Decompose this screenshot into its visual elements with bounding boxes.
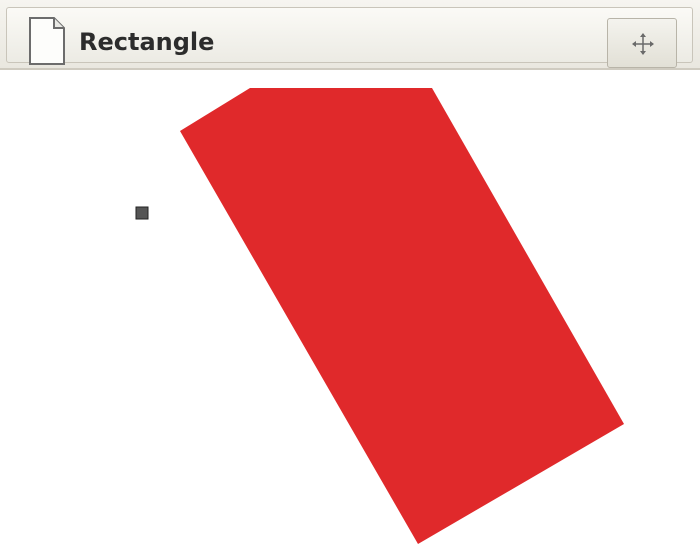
move-button[interactable] [607, 18, 677, 68]
title-bar-frame: Rectangle [6, 7, 693, 68]
move-crosshair-icon [632, 33, 654, 55]
red-rectangle[interactable] [180, 88, 624, 544]
document-icon [29, 17, 65, 65]
canvas-drawing-surface [135, 88, 624, 544]
drawing-canvas[interactable] [0, 72, 700, 548]
title-bar: Rectangle [0, 0, 700, 70]
window-title: Rectangle [79, 28, 215, 56]
selection-handle[interactable] [135, 206, 149, 220]
